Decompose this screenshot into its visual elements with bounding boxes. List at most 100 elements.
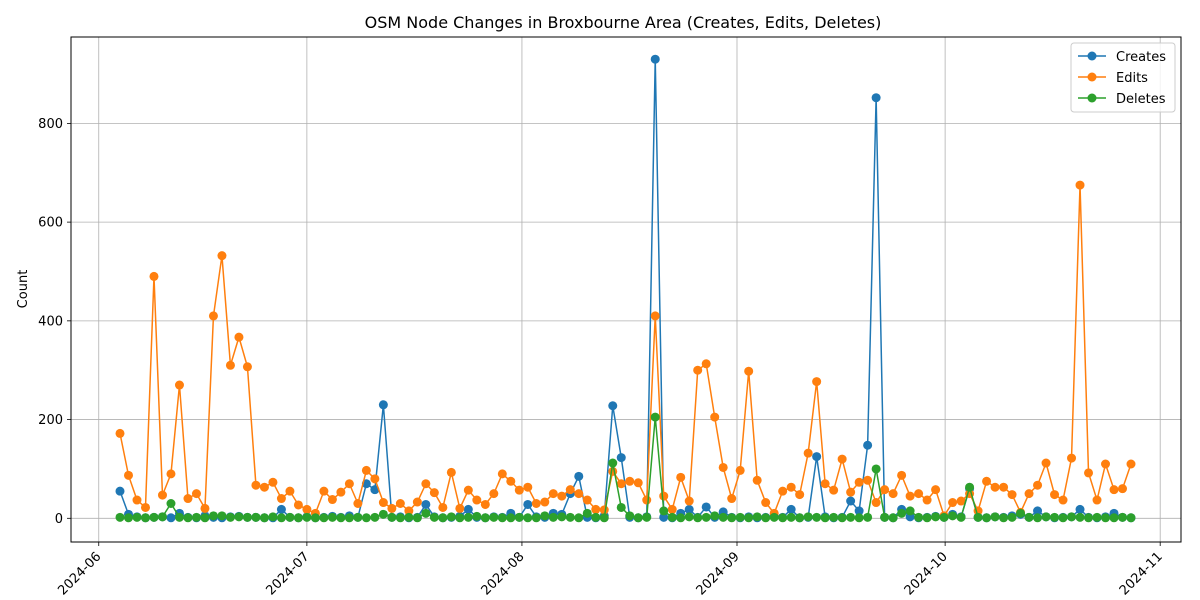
data-point-creates <box>421 499 431 509</box>
data-point-edits <box>514 485 524 495</box>
data-point-deletes <box>378 509 388 519</box>
data-point-creates <box>812 452 822 462</box>
data-point-deletes <box>361 513 371 523</box>
data-point-deletes <box>540 511 550 521</box>
data-point-edits <box>412 497 422 507</box>
data-point-deletes <box>497 513 507 523</box>
data-point-edits <box>123 470 133 480</box>
data-point-deletes <box>574 513 584 523</box>
data-point-deletes <box>412 513 422 523</box>
data-point-deletes <box>642 512 652 522</box>
data-point-deletes <box>276 513 286 523</box>
data-point-deletes <box>735 512 745 522</box>
data-point-deletes <box>234 512 244 522</box>
data-point-deletes <box>608 458 618 468</box>
data-point-deletes <box>293 513 303 523</box>
data-point-deletes <box>761 513 771 523</box>
data-point-edits <box>820 479 830 489</box>
data-point-edits <box>582 495 592 505</box>
data-point-deletes <box>599 513 609 523</box>
data-point-edits <box>200 503 210 513</box>
data-point-deletes <box>480 513 490 523</box>
data-point-edits <box>1109 485 1119 495</box>
data-point-creates <box>846 496 856 506</box>
data-point-creates <box>1075 504 1085 514</box>
data-point-deletes <box>684 512 694 522</box>
data-point-deletes <box>548 512 558 522</box>
data-point-deletes <box>1126 513 1136 523</box>
data-point-deletes <box>650 412 660 422</box>
data-point-edits <box>140 502 150 512</box>
data-point-deletes <box>149 512 159 522</box>
data-point-edits <box>438 502 448 512</box>
data-point-deletes <box>438 513 448 523</box>
legend: Creates Edits Deletes <box>1070 42 1176 113</box>
data-point-edits <box>718 462 728 472</box>
data-point-edits <box>361 465 371 475</box>
data-point-edits <box>948 498 958 508</box>
data-point-deletes <box>344 513 354 523</box>
data-point-deletes <box>769 512 779 522</box>
data-point-edits <box>999 482 1009 492</box>
data-point-deletes <box>285 512 295 522</box>
data-point-edits <box>157 490 167 500</box>
data-point-edits <box>370 474 380 484</box>
data-point-deletes <box>778 513 788 523</box>
data-point-deletes <box>922 513 932 523</box>
data-point-edits <box>149 271 159 281</box>
data-point-edits <box>293 500 303 510</box>
data-point-deletes <box>523 513 533 523</box>
legend-box <box>1070 42 1176 113</box>
data-point-deletes <box>506 513 516 523</box>
data-point-deletes <box>786 512 796 522</box>
data-point-deletes <box>463 512 473 522</box>
data-point-edits <box>268 477 278 487</box>
data-point-deletes <box>931 512 941 522</box>
legend-item-creates: Creates <box>1078 50 1166 65</box>
data-point-deletes <box>514 512 524 522</box>
data-point-creates <box>616 453 626 463</box>
data-point-edits <box>387 503 397 513</box>
data-point-edits <box>744 366 754 376</box>
data-point-edits <box>837 454 847 464</box>
data-point-edits <box>667 504 677 514</box>
data-point-deletes <box>174 512 184 522</box>
data-point-edits <box>429 488 439 498</box>
data-point-deletes <box>982 513 992 523</box>
series-edits <box>115 180 1136 521</box>
data-point-deletes <box>701 512 711 522</box>
data-point-edits <box>659 491 669 501</box>
data-point-deletes <box>625 511 635 521</box>
data-point-edits <box>829 485 839 495</box>
data-point-deletes <box>268 512 278 522</box>
data-point-deletes <box>115 512 125 522</box>
data-point-creates <box>863 440 873 450</box>
data-point-edits <box>259 482 269 492</box>
data-point-edits <box>914 489 924 499</box>
legend-item-edits: Edits <box>1078 71 1148 86</box>
data-point-creates <box>115 486 125 496</box>
data-point-edits <box>327 495 337 505</box>
data-point-edits <box>344 479 354 489</box>
data-point-edits <box>1126 459 1136 469</box>
data-point-edits <box>1092 495 1102 505</box>
data-point-creates <box>608 401 618 411</box>
data-point-edits <box>684 496 694 506</box>
data-point-edits <box>812 377 822 387</box>
data-point-deletes <box>1109 513 1119 523</box>
data-point-deletes <box>905 506 915 516</box>
data-point-edits <box>863 475 873 485</box>
data-point-deletes <box>242 512 252 522</box>
data-point-deletes <box>132 512 142 522</box>
data-point-deletes <box>327 512 337 522</box>
data-point-deletes <box>208 511 218 521</box>
data-point-edits <box>871 498 881 508</box>
data-point-creates <box>523 499 533 509</box>
data-point-deletes <box>659 506 669 516</box>
data-point-deletes <box>667 512 677 522</box>
data-point-edits <box>710 412 720 422</box>
data-point-edits <box>497 469 507 479</box>
data-point-deletes <box>455 513 465 523</box>
data-point-edits <box>225 360 235 370</box>
data-point-edits <box>650 311 660 321</box>
